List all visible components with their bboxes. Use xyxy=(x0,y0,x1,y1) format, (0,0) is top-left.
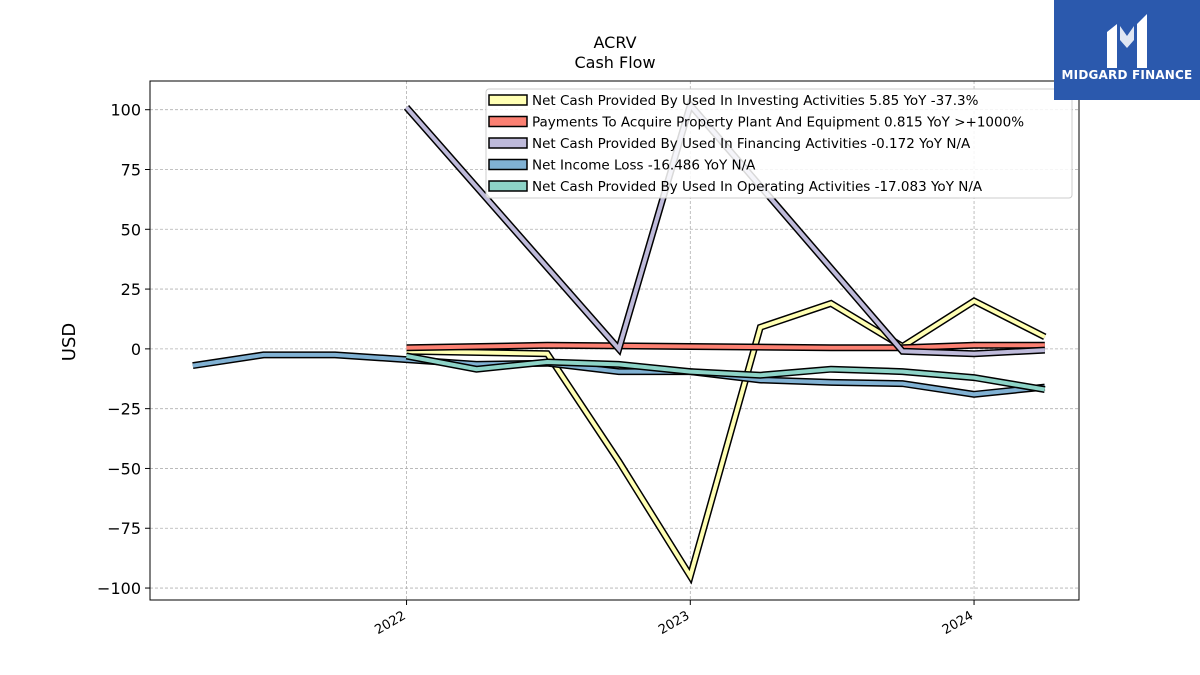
chart-subtitle: Cash Flow xyxy=(574,53,655,72)
legend-entry: Net Cash Provided By Used In Investing A… xyxy=(532,93,979,109)
legend-swatch xyxy=(488,94,528,106)
series-3 xyxy=(192,351,1046,398)
y-tick-label: −50 xyxy=(107,459,141,478)
y-axis-label: USD xyxy=(59,323,80,361)
x-tick-label: 2023 xyxy=(656,608,692,638)
series-line xyxy=(192,352,1046,397)
series-outline xyxy=(406,296,1047,585)
series-line xyxy=(406,343,1045,350)
brand-name: MIDGARD FINANCE xyxy=(1061,68,1193,82)
brand-logo: MIDGARD FINANCE xyxy=(1054,0,1200,100)
plot-frame xyxy=(149,80,1080,601)
x-tick-label: 2024 xyxy=(940,608,976,638)
legend-swatch xyxy=(488,137,528,149)
series-4 xyxy=(405,352,1046,393)
series-line xyxy=(404,100,1045,356)
legend-entry: Net Income Loss -16.486 YoY N/A xyxy=(532,158,756,174)
y-tick-label: 100 xyxy=(110,101,141,120)
legend-entry: Net Cash Provided By Used In Financing A… xyxy=(532,136,971,152)
series-line xyxy=(406,354,1046,392)
chart-title: ACRV xyxy=(593,33,636,52)
legend-box xyxy=(485,88,1073,199)
y-tick-label: −75 xyxy=(107,519,141,538)
series-line xyxy=(406,298,1046,582)
midgard-logo-icon xyxy=(1107,14,1147,68)
y-tick-label: −100 xyxy=(97,579,141,598)
y-tick-label: 50 xyxy=(121,220,141,239)
legend-swatch xyxy=(488,180,528,192)
series-lines xyxy=(192,97,1047,585)
x-tick-label: 2022 xyxy=(372,608,408,638)
y-tick-label: 0 xyxy=(131,340,141,359)
series-1 xyxy=(406,341,1045,352)
y-tick-label: 75 xyxy=(121,160,141,179)
series-2 xyxy=(403,97,1045,358)
y-tick-label: −25 xyxy=(107,400,141,419)
y-tick-label: 25 xyxy=(121,280,141,299)
series-0 xyxy=(406,296,1047,585)
legend-entry: Payments To Acquire Property Plant And E… xyxy=(532,115,1024,131)
legend: Net Cash Provided By Used In Investing A… xyxy=(485,88,1073,199)
legend-swatch xyxy=(488,115,528,128)
legend-entry: Net Cash Provided By Used In Operating A… xyxy=(532,179,983,195)
legend-swatch xyxy=(488,158,528,171)
